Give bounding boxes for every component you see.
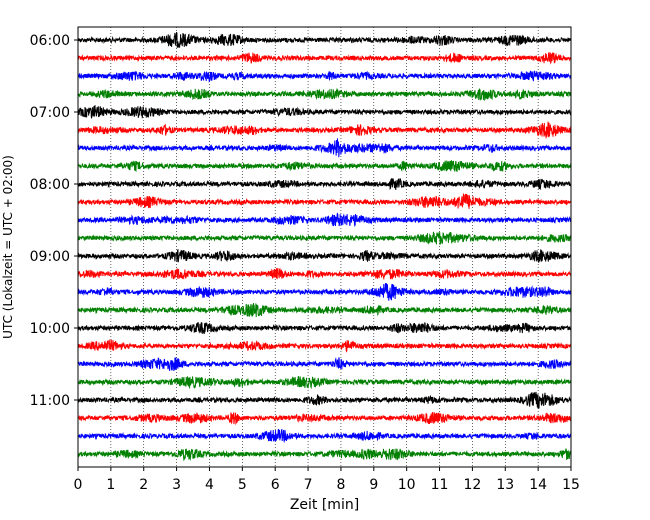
y-tick-label: 09:00: [30, 249, 70, 265]
x-tick-label: 6: [271, 477, 280, 493]
x-tick-label: 3: [172, 477, 181, 493]
x-tick-label: 10: [398, 477, 416, 493]
trace-0945: [77, 303, 572, 318]
y-tick-label: 11:00: [30, 393, 70, 409]
y-tick-label: 10:00: [30, 321, 70, 337]
trace-1045: [77, 375, 572, 390]
trace-0730: [77, 138, 572, 158]
x-axis-ticks: 0 1 2 3 4 5 6 7 8 9 10 11 12 13 14 15: [74, 467, 580, 493]
x-tick-label: 2: [139, 477, 148, 493]
seismic-traces: [77, 31, 572, 462]
trace-1000: [77, 322, 572, 335]
trace-0615: [77, 52, 572, 65]
trace-0800: [77, 178, 572, 191]
trace-0645: [77, 87, 572, 102]
x-tick-label: 1: [106, 477, 115, 493]
trace-0930: [77, 283, 572, 301]
trace-0900: [77, 248, 572, 263]
trace-1015: [77, 339, 572, 353]
x-tick-label: 5: [238, 477, 247, 493]
trace-0915: [77, 267, 572, 281]
y-tick-label: 08:00: [30, 177, 70, 193]
y-tick-label: 07:00: [30, 105, 70, 121]
trace-0600: [77, 31, 572, 48]
x-tick-label: 13: [496, 477, 514, 493]
x-tick-label: 14: [529, 477, 547, 493]
grid-lines: [110, 27, 539, 467]
plot-frame: [77, 26, 572, 468]
y-axis-label: UTC (Lokalzeit = UTC + 02:00): [1, 155, 15, 339]
trace-0715: [77, 121, 572, 139]
trace-1130: [77, 428, 572, 444]
x-axis-label: Zeit [min]: [290, 497, 359, 513]
trace-1100: [77, 391, 572, 409]
trace-1145: [77, 448, 572, 462]
y-axis-ticks: 06:00 07:00 08:00 09:00 10:00 11:00: [30, 33, 78, 409]
x-tick-label: 12: [463, 477, 481, 493]
trace-1030: [77, 357, 572, 371]
x-tick-label: 8: [336, 477, 345, 493]
x-tick-label: 0: [74, 477, 83, 493]
trace-0630: [77, 70, 572, 83]
y-tick-label: 06:00: [30, 33, 70, 49]
trace-0830: [77, 212, 572, 228]
trace-0845: [77, 231, 572, 246]
x-tick-label: 9: [369, 477, 378, 493]
x-tick-label: 4: [205, 477, 214, 493]
x-tick-label: 7: [304, 477, 313, 493]
x-tick-label: 15: [562, 477, 580, 493]
trace-0700: [77, 105, 572, 119]
trace-0745: [77, 160, 572, 172]
trace-0815: [77, 193, 572, 209]
x-tick-label: 11: [431, 477, 449, 493]
trace-1115: [77, 412, 572, 426]
